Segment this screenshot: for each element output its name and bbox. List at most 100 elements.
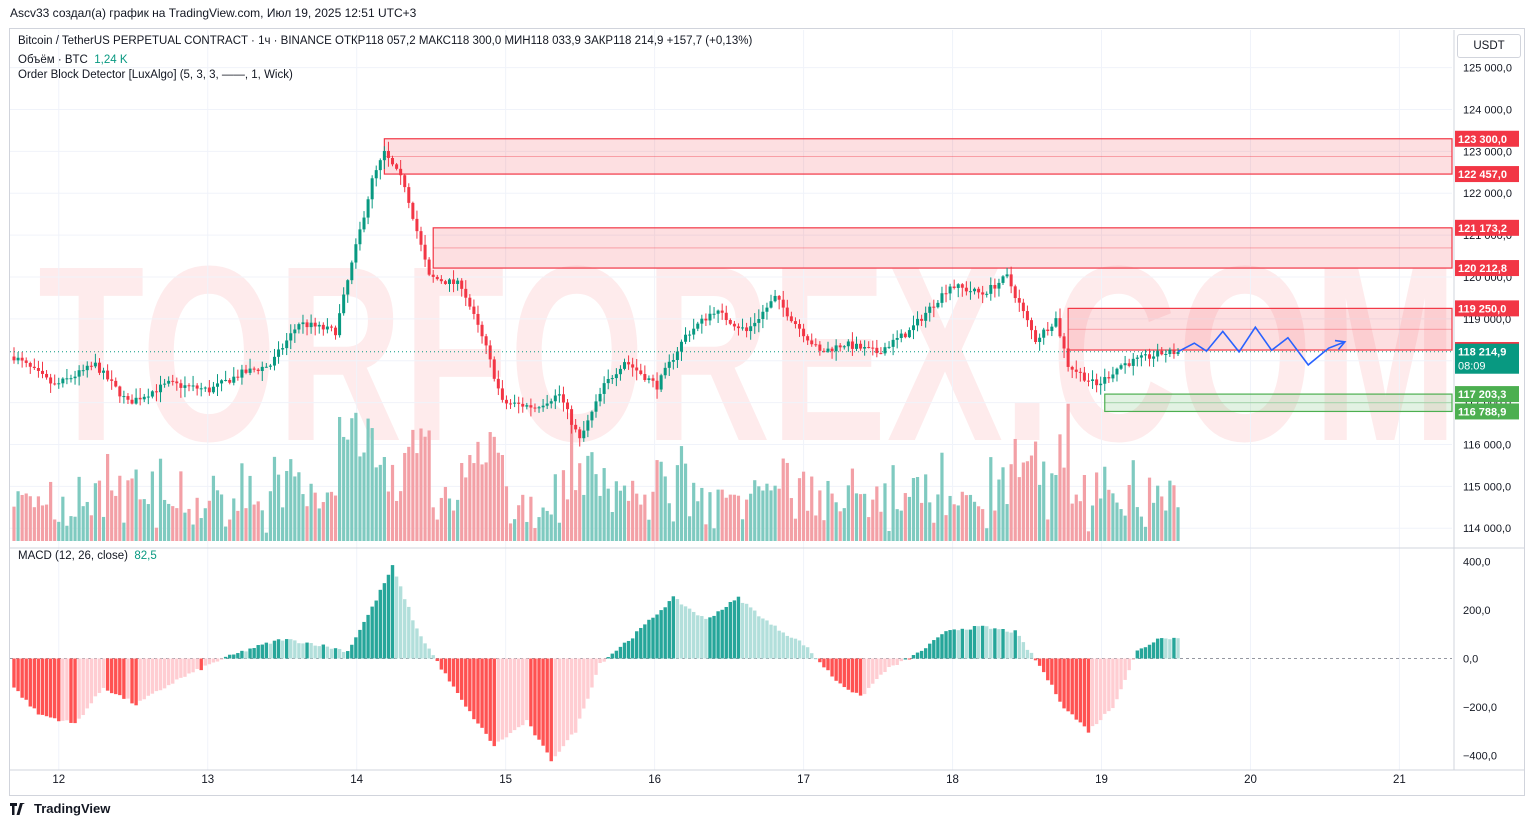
price-tick-label: 115 000,0	[1463, 481, 1511, 493]
volume-bar	[704, 524, 708, 541]
volume-bar	[476, 441, 480, 541]
macd-bar	[476, 658, 480, 724]
macd-bar	[1009, 632, 1013, 659]
volume-bar	[749, 493, 753, 541]
volume-bar	[69, 516, 73, 541]
order-block-price-label: 121 173,2	[1458, 223, 1507, 235]
volume-bar	[146, 504, 150, 541]
macd-bar	[879, 658, 883, 675]
volume-bar	[1001, 467, 1005, 541]
candle-body	[549, 401, 553, 404]
volume-bar	[692, 482, 696, 541]
candle-body	[618, 368, 622, 375]
candle-body	[183, 385, 187, 388]
candle-body	[93, 362, 97, 367]
macd-bar	[1131, 658, 1135, 660]
candle-body	[504, 399, 508, 404]
candle-body	[1160, 350, 1164, 355]
macd-bar	[1147, 644, 1152, 659]
candle-body	[773, 295, 777, 302]
macd-bar	[69, 658, 73, 723]
macd-bar	[504, 658, 509, 738]
volume-bar	[187, 508, 191, 541]
volume-bar	[423, 436, 427, 541]
macd-bar	[736, 596, 741, 659]
macd-bar	[40, 658, 45, 715]
candle-body	[354, 244, 358, 263]
currency-button[interactable]: USDT	[1457, 34, 1521, 58]
volume-bar	[49, 481, 53, 541]
candle-body	[301, 322, 305, 325]
macd-tick-label: 400,0	[1463, 557, 1491, 569]
macd-bar	[297, 643, 301, 659]
candle-body	[521, 403, 525, 407]
volume-bar	[724, 497, 728, 541]
candle-body	[606, 378, 610, 384]
volume-bar	[622, 485, 627, 541]
candle-body	[264, 366, 268, 368]
volume-bar	[537, 517, 541, 541]
candle-body	[484, 336, 488, 346]
candle-body	[850, 341, 854, 349]
volume-bar	[944, 515, 948, 541]
macd-bar	[244, 651, 248, 659]
candle-body	[236, 376, 240, 378]
macd-bar	[53, 658, 57, 719]
candle-body	[1013, 286, 1017, 299]
volume-bar	[854, 493, 859, 541]
candle-body	[854, 343, 858, 349]
symbol-legend[interactable]: Bitcoin / TetherUS PERPETUAL CONTRACT · …	[18, 35, 753, 47]
indicator-legend[interactable]: Order Block Detector [LuxAlgo] (5, 3, 3,…	[18, 69, 293, 81]
candle-body	[509, 403, 513, 405]
macd-bar	[1042, 658, 1046, 673]
candle-body	[36, 368, 40, 371]
volume-bar	[248, 475, 252, 541]
volume-bar	[529, 496, 533, 541]
volume-bar	[513, 519, 517, 541]
macd-bar	[264, 642, 269, 659]
macd-bar	[647, 619, 651, 659]
macd-bar	[484, 658, 488, 734]
candle-body	[578, 429, 582, 439]
time-axis[interactable]: 12 13 14 15 16 17 18 19 20 21	[52, 774, 1405, 786]
macd-bar	[415, 628, 419, 659]
macd-bar	[663, 607, 667, 659]
macd-bar	[691, 611, 696, 659]
candle-body	[272, 356, 276, 366]
projection-arrowhead	[1334, 339, 1347, 351]
volume-bar	[1042, 461, 1046, 541]
macd-bar	[565, 658, 570, 741]
volume-bar	[293, 476, 297, 541]
tradingview-footer[interactable]: TradingView	[10, 801, 110, 816]
macd-bar	[781, 632, 785, 659]
macd-bar	[708, 617, 712, 659]
candle-body	[1095, 379, 1099, 386]
volume-bar	[142, 499, 146, 541]
volume-bar	[305, 506, 309, 541]
volume-bar	[1025, 461, 1030, 541]
candle-body	[842, 346, 846, 348]
macd-bar	[1082, 658, 1087, 727]
candle-body	[313, 322, 317, 327]
candle-body	[696, 323, 700, 329]
candle-body	[525, 405, 529, 407]
macd-bar	[85, 658, 89, 709]
price-axis[interactable]: 125 000,0 124 000,0 123 000,0 122 000,0 121 …	[1455, 63, 1519, 763]
macd-bar	[757, 616, 761, 659]
volume-bar	[480, 464, 484, 541]
volume-bar	[525, 521, 529, 541]
volume-bar	[1009, 464, 1013, 541]
macd-legend[interactable]: MACD (12, 26, close) 82,5	[18, 550, 157, 562]
macd-bar	[537, 658, 541, 740]
macd-bar	[195, 658, 199, 669]
macd-bar	[895, 658, 899, 666]
macd-bar	[166, 658, 171, 686]
volume-bar	[240, 463, 244, 541]
volume-bar	[447, 498, 452, 541]
candle-body	[443, 281, 447, 284]
candle-body	[871, 347, 875, 349]
volume-bar	[924, 474, 928, 541]
volume-legend[interactable]: Объём · BTC 1,24 K	[18, 54, 128, 66]
macd-bar	[976, 626, 981, 659]
